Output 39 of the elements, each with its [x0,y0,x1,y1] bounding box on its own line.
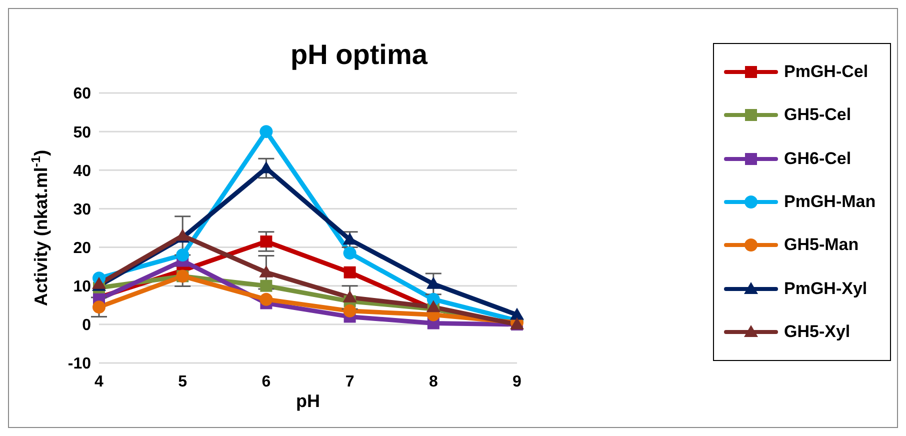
x-axis-title: pH [296,391,320,411]
legend-label: GH5-Xyl [784,322,850,342]
point [426,276,440,289]
y-tick-label: 40 [73,162,92,180]
legend-label: PmGH-Cel [784,62,868,82]
x-tick-label: 7 [345,373,354,390]
point [342,290,357,302]
point [260,236,272,248]
point [176,248,190,262]
point [260,125,273,138]
legend-label: GH5-Cel [784,105,852,126]
point [343,246,356,260]
y-tick-label: 0 [82,317,92,334]
y-tick-label: -10 [68,356,92,373]
x-tick-label: 6 [262,373,271,390]
chart-title: pH optima [290,39,429,72]
x-tick-label: 8 [428,373,438,390]
legend-label: PmGH-Xyl [784,278,868,299]
x-tick-label: 4 [94,373,104,390]
x-tick-label: 5 [178,373,188,390]
point [344,266,356,278]
legend-label: GH6-Cel [784,148,852,169]
point [510,308,524,320]
point [342,232,357,245]
point [259,265,274,278]
y-tick-label: 50 [73,124,92,142]
y-tick-label: 60 [73,86,92,103]
legend-label: PmGH-Man [784,192,876,212]
y-tick-label: 20 [73,240,92,257]
legend-label: GH5-Man [784,235,859,256]
point [426,300,440,312]
point [260,280,272,292]
point [259,161,274,174]
y-tick-label: 30 [73,201,92,218]
point [260,292,273,306]
y-tick-label: 10 [73,278,92,296]
x-tick-label: 9 [512,373,522,390]
point [92,300,106,314]
point [343,304,356,318]
